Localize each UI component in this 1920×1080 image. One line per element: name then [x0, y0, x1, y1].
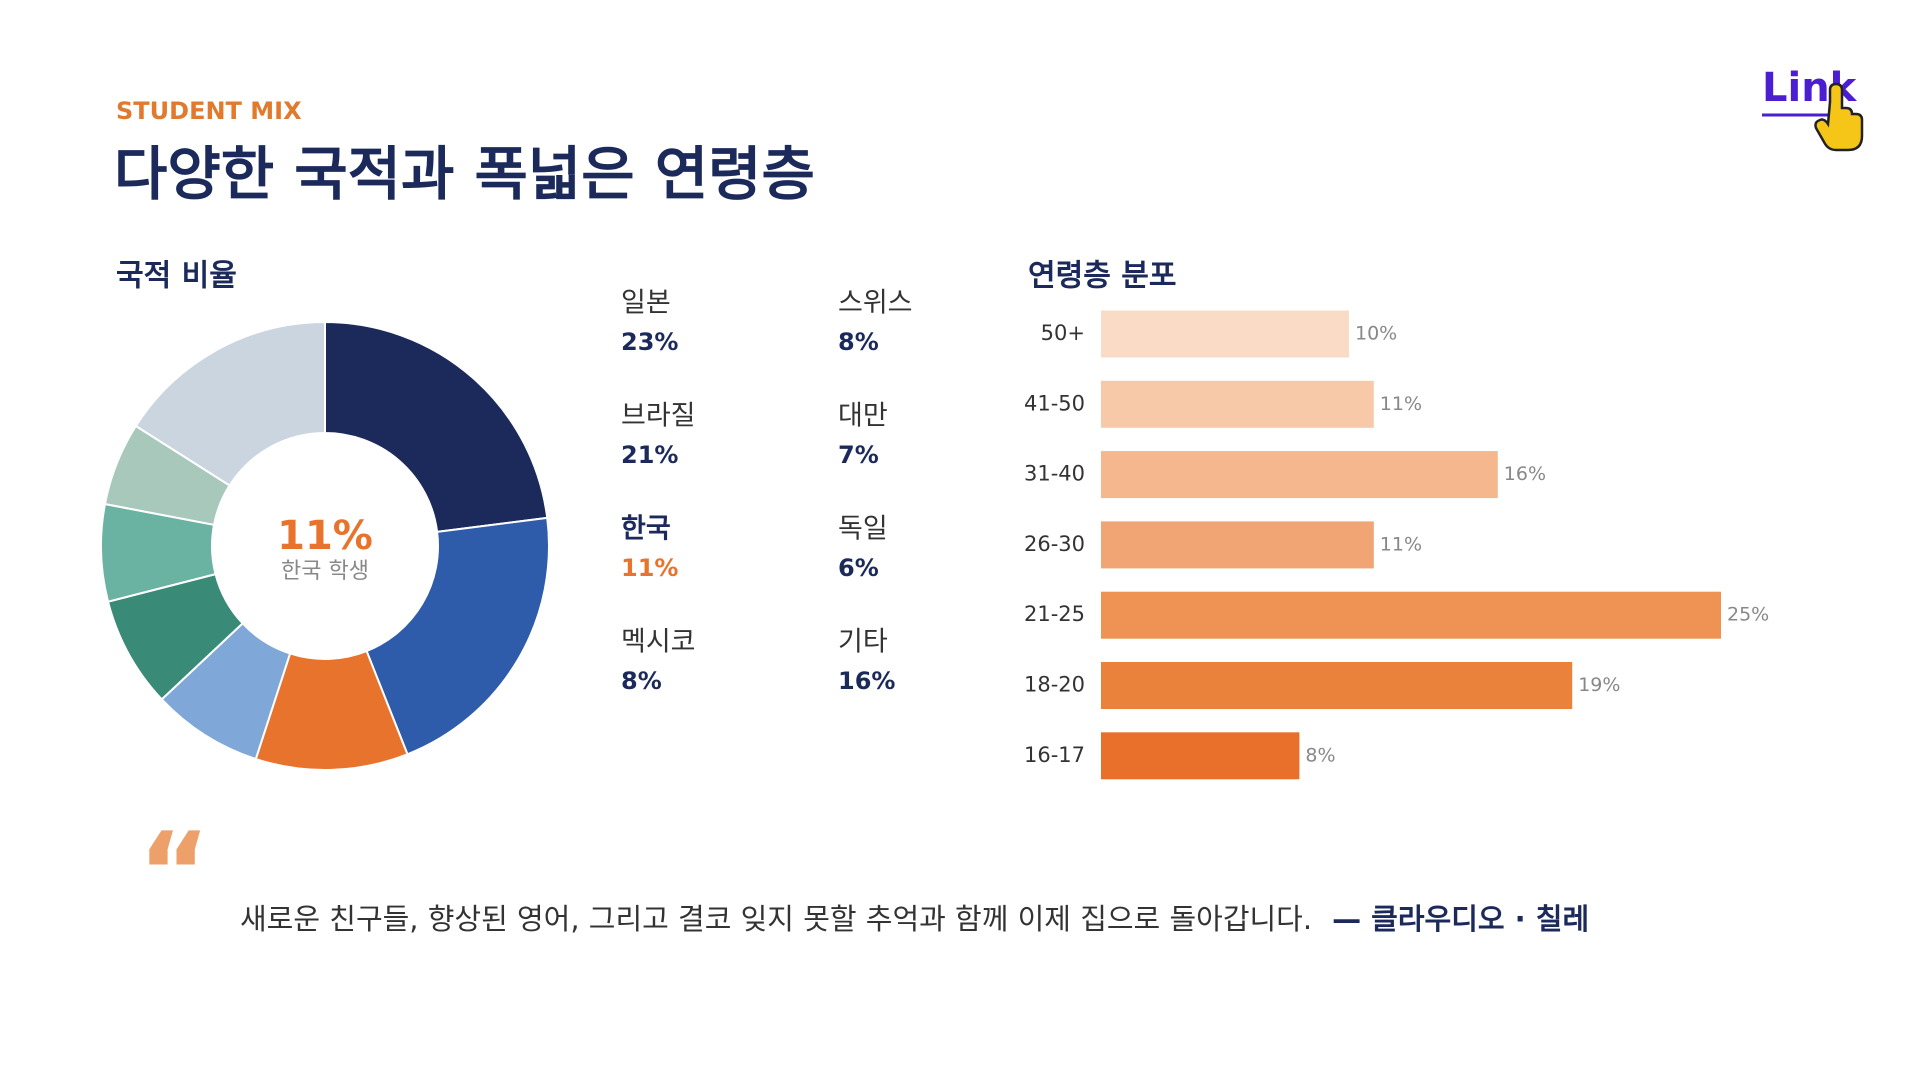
- legend-name: 독일: [838, 514, 888, 545]
- legend-value: 16%: [838, 667, 895, 695]
- bar-value-label: 16%: [1504, 463, 1546, 485]
- legend-value: 8%: [838, 328, 879, 356]
- legend-name: 멕시코: [621, 627, 696, 658]
- donut-center-label: 한국 학생: [281, 559, 369, 584]
- donut-slice: [324, 320, 549, 533]
- bar-value-label: 8%: [1305, 744, 1335, 766]
- legend-value: 7%: [838, 441, 879, 469]
- bar: [1101, 732, 1300, 780]
- bar-category-label: 18-20: [1024, 673, 1085, 697]
- bar-category-label: 31-40: [1024, 462, 1085, 486]
- link-logo[interactable]: Link: [1762, 65, 1864, 152]
- bar-value-label: 19%: [1578, 674, 1620, 696]
- bar-value-label: 25%: [1727, 604, 1769, 626]
- bar: [1101, 310, 1349, 358]
- bar: [1101, 662, 1573, 709]
- legend-name: 스위스: [838, 288, 913, 319]
- quote: 새로운 친구들, 향상된 영어, 그리고 결코 잊지 못할 추억과 함께 이제 …: [240, 902, 1589, 936]
- bar-category-label: 26-30: [1024, 532, 1085, 556]
- kicker: STUDENT MIX: [116, 97, 302, 125]
- quote-mark: “: [138, 808, 210, 936]
- donut-title: 국적 비율: [116, 259, 237, 294]
- bar-category-label: 16-17: [1024, 743, 1085, 767]
- legend-value: 11%: [621, 554, 678, 582]
- legend-value: 21%: [621, 441, 678, 469]
- donut-center-value: 11%: [277, 513, 373, 559]
- bar: [1101, 591, 1721, 639]
- legend-value: 6%: [838, 554, 879, 582]
- quote-text: 새로운 친구들, 향상된 영어, 그리고 결코 잊지 못할 추억과 함께 이제 …: [240, 902, 1312, 936]
- link-text[interactable]: Link: [1762, 65, 1858, 111]
- bar: [1101, 451, 1498, 499]
- bar-title: 연령층 분포: [1028, 259, 1176, 294]
- bar: [1101, 380, 1374, 428]
- quote-attribution: — 클라우디오 · 칠레: [1332, 902, 1589, 936]
- bar-value-label: 11%: [1380, 393, 1422, 415]
- bar-category-label: 41-50: [1024, 391, 1085, 415]
- legend-value: 8%: [621, 667, 662, 695]
- bar-value-label: 11%: [1380, 533, 1422, 555]
- bar: [1101, 521, 1374, 569]
- donut-slice: [134, 320, 326, 487]
- cursor-hand: [1814, 82, 1864, 152]
- donut-slice: [365, 516, 550, 756]
- legend-name: 한국: [621, 514, 671, 545]
- legend-value: 23%: [621, 328, 678, 356]
- bar-category-label: 21-25: [1024, 602, 1085, 626]
- legend-name: 기타: [838, 627, 888, 658]
- bar-category-label: 50+: [1041, 321, 1085, 345]
- page-title: 다양한 국적과 폭넓은 연령층: [114, 140, 815, 208]
- legend-name: 브라질: [621, 401, 696, 432]
- legend-name: 일본: [621, 288, 671, 319]
- legend-name: 대만: [838, 401, 888, 432]
- bar-value-label: 10%: [1355, 323, 1397, 345]
